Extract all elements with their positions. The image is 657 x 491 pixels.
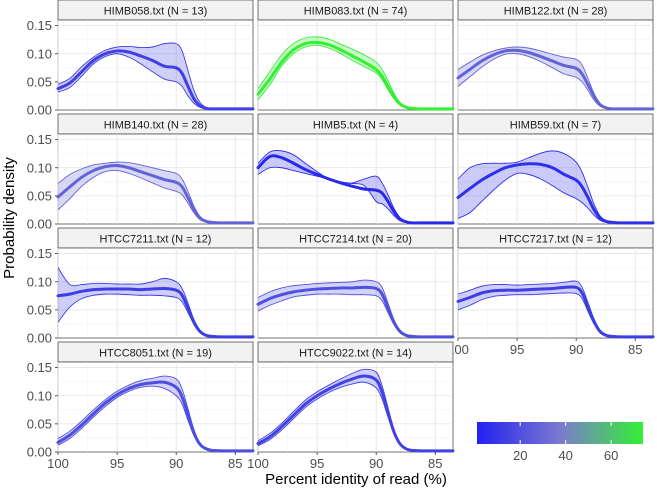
facet-strip-label: HIMB140.txt (N = 28) <box>104 120 208 132</box>
facet-strip-label: HIMB59.txt (N = 7) <box>510 120 601 132</box>
panel-gridlines <box>457 134 653 224</box>
y-tick-label: 0.05 <box>27 188 52 203</box>
colorbar-gradient <box>477 422 643 444</box>
facet-panel: HTCC7217.txt (N = 12)100 95 90 85 <box>447 227 655 357</box>
panel-background <box>257 247 454 339</box>
panel-gridlines <box>57 134 253 224</box>
mean-density-line <box>56 286 255 339</box>
panel-gridlines <box>57 362 253 452</box>
x-tick-label: 85 <box>228 456 242 471</box>
confidence-ribbon <box>58 162 253 224</box>
mean-density-line <box>256 285 455 339</box>
mean-density-line <box>456 162 655 225</box>
facet-strip-label: HTCC7211.txt (N = 12) <box>100 234 212 246</box>
mean-density-line <box>456 48 655 111</box>
y-tick-label: 0.05 <box>27 302 52 317</box>
facet-strip-label: HIMB058.txt (N = 13) <box>104 6 208 18</box>
panel-background <box>257 133 454 225</box>
x-tick-label: 95 <box>510 342 524 357</box>
facet-strip-label: HTCC7214.txt (N = 20) <box>299 234 412 246</box>
facet-panel: HTCC9022.txt (N = 14) 100 95 90 85 <box>247 341 455 471</box>
mean-density-line <box>256 154 455 225</box>
y-tick-label: 0.10 <box>27 388 52 403</box>
x-tick-label: 90 <box>369 456 383 471</box>
y-tick-label: 0.00 <box>27 217 52 232</box>
confidence-ribbon <box>458 47 653 110</box>
facet-panel: HTCC7214.txt (N = 20) <box>256 227 455 339</box>
colorbar-legend: 20 40 60 <box>477 422 643 463</box>
x-axis-title: Percent identity of read (%) <box>265 471 447 488</box>
colorbar-tick-label: 40 <box>558 448 572 463</box>
confidence-ribbon <box>58 42 253 110</box>
x-tick-label: 90 <box>169 456 183 471</box>
facet-panels: HIMB058.txt (N = 13)0.000.050.100.15HIMB… <box>27 0 655 471</box>
panel-background <box>457 133 654 225</box>
y-tick-label: 0.15 <box>27 18 52 33</box>
y-tick-label: 0.00 <box>27 103 52 118</box>
y-tick-label: 0.00 <box>27 445 52 460</box>
mean-density-line <box>56 380 255 453</box>
y-tick-label: 0.15 <box>27 360 52 375</box>
facet-panel: HTCC7211.txt (N = 12) 0.00 0.05 0.10 0.15 <box>27 227 255 346</box>
panel-background <box>457 19 654 111</box>
mean-density-line <box>56 49 255 111</box>
facet-strip-label: HTCC7217.txt (N = 12) <box>499 234 612 246</box>
y-tick-label: 0.10 <box>27 160 52 175</box>
facet-panel: HIMB5.txt (N = 4) <box>256 113 455 225</box>
facet-strip-label: HIMB5.txt (N = 4) <box>313 120 398 132</box>
facet-strip-label: HIMB083.txt (N = 74) <box>304 6 408 18</box>
panel-gridlines <box>457 248 653 338</box>
mean-density-line <box>256 40 455 111</box>
confidence-ribbon <box>58 267 253 338</box>
facet-strip-label: HIMB122.txt (N = 28) <box>504 6 608 18</box>
panel-background <box>257 19 454 111</box>
facet-strip-label: HTCC9022.txt (N = 14) <box>299 348 412 360</box>
x-tick-label: 100 <box>247 456 269 471</box>
panel-gridlines <box>457 20 653 110</box>
facet-strip-label: HTCC8051.txt (N = 19) <box>99 348 212 360</box>
y-axis-title: Probability density <box>1 157 18 279</box>
confidence-ribbon <box>258 36 453 110</box>
y-tick-label: 0.10 <box>27 274 52 289</box>
colorbar-tick-label: 20 <box>513 448 527 463</box>
panel-background <box>57 247 254 339</box>
y-tick-label: 0.05 <box>27 416 52 431</box>
mean-density-line <box>256 374 455 453</box>
facet-panel: HIMB122.txt (N = 28) <box>456 0 655 111</box>
facet-panel: HIMB59.txt (N = 7) <box>456 113 655 225</box>
panel-gridlines <box>57 248 253 338</box>
facet-panel: HIMB140.txt (N = 28) 0.00 0.05 0.10 0.15 <box>27 113 255 232</box>
y-tick-label: 0.10 <box>27 46 52 61</box>
y-tick-label: 0.15 <box>27 132 52 147</box>
panel-gridlines <box>257 20 453 110</box>
x-tick-label: 95 <box>110 456 124 471</box>
x-tick-label: 90 <box>569 342 583 357</box>
facet-panel: HTCC8051.txt (N = 19) 0.00 0.05 0.10 0.15 100… <box>27 341 255 471</box>
x-tick-label: 95 <box>310 456 324 471</box>
facet-panel: HIMB083.txt (N = 74) <box>256 0 455 111</box>
panel-gridlines <box>257 362 453 452</box>
mean-density-line <box>56 163 255 225</box>
panel-background <box>57 361 254 453</box>
x-tick-label: 100 <box>47 456 69 471</box>
facet-panel: HIMB058.txt (N = 13) 0.00 0.05 0.10 0.15 <box>27 0 255 118</box>
colorbar-tick-label: 60 <box>604 448 618 463</box>
y-tick-label: 0.15 <box>27 246 52 261</box>
confidence-ribbon <box>258 280 453 338</box>
mean-density-line <box>456 285 655 339</box>
panel-gridlines <box>57 20 253 110</box>
y-tick-label: 0.05 <box>27 74 52 89</box>
x-tick-label: 85 <box>428 456 442 471</box>
panel-gridlines <box>257 248 453 338</box>
x-tick-label: 85 <box>628 342 642 357</box>
y-tick-label: 0.00 <box>27 331 52 346</box>
